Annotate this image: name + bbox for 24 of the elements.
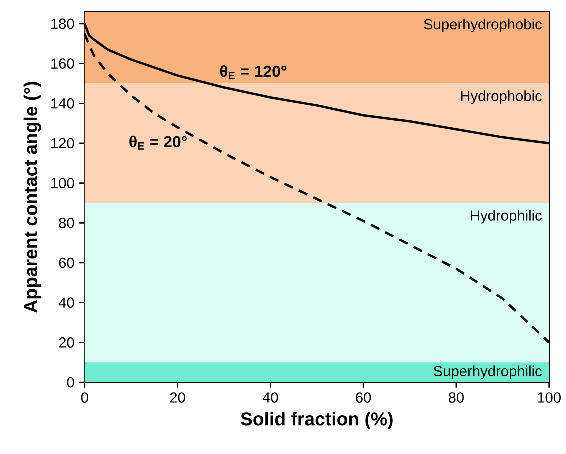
y-tick-label: 20 xyxy=(59,337,74,348)
band-label: Hydrophilic xyxy=(471,210,542,224)
x-tick-label: 20 xyxy=(170,392,186,403)
y-tick-label: 160 xyxy=(52,58,74,69)
x-tick-label: 40 xyxy=(262,392,278,403)
y-axis-title: Apparent contact angle (°) xyxy=(24,82,42,313)
y-tick-label: 100 xyxy=(52,178,74,188)
band-label: Superhydrophilic xyxy=(434,366,542,380)
x-tick-label: 60 xyxy=(356,392,372,403)
band-label: Superhydrophobic xyxy=(424,18,542,32)
y-tick-label: 140 xyxy=(52,98,74,109)
y-tick-label: 180 xyxy=(52,18,74,29)
y-tick-label: 0 xyxy=(67,377,74,388)
y-tick-label: 60 xyxy=(59,258,74,268)
y-tick-label: 80 xyxy=(59,218,74,228)
series-label: θ$_{E}$ = 120° xyxy=(220,65,287,80)
x-axis-title: Solid fraction (%) xyxy=(241,412,393,430)
x-tick-label: 0 xyxy=(81,392,88,403)
band-label: Hydrophobic xyxy=(461,90,542,104)
series-label: θ$_{E}$ = 20° xyxy=(130,136,188,150)
y-tick-label: 40 xyxy=(58,297,74,308)
y-tick-label: 120 xyxy=(52,138,74,148)
x-tick-label: 100 xyxy=(538,392,561,403)
x-tick-label: 80 xyxy=(448,392,464,403)
